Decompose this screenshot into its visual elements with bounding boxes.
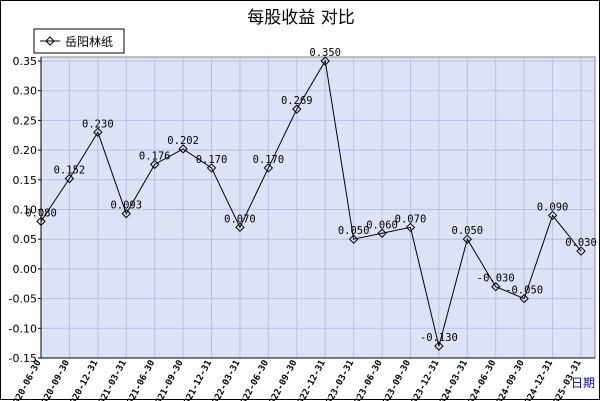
x-tick-label: 2021-12-31 (180, 359, 214, 401)
data-point-marker (320, 56, 330, 66)
x-tick-label: 2023-09-30 (379, 359, 413, 401)
data-point-marker (462, 234, 473, 244)
x-tick-label: 2021-09-30 (151, 359, 185, 401)
y-axis-ticks: -0.15 -0.10 -0.05 0.00 0.05 0.10 0.15 0.20 0.25 0… (9, 55, 41, 365)
x-tick-label: 2020-12-31 (66, 359, 100, 401)
series-lines (40, 59, 582, 347)
x-tick-label: 2024-12-31 (521, 359, 555, 401)
legend: 岳阳林纸 (33, 28, 125, 54)
plot-area (40, 56, 596, 359)
y-tick-label: -0.05 (9, 293, 37, 306)
data-point-label: 0.090 (537, 201, 569, 213)
y-tick-label: 0.25 (13, 114, 38, 127)
data-point-label: 0.170 (253, 154, 285, 166)
x-tick-label: 2022-06-30 (237, 359, 271, 401)
data-point-label: 0.060 (366, 219, 398, 231)
data-labels: 0.080 0.152 0.230 0.093 0.176 0.202 0.170 0.070… (25, 47, 597, 344)
y-tick-label: 0.05 (13, 233, 38, 246)
data-point-label: 0.070 (395, 213, 427, 225)
data-point-label: 0.170 (196, 154, 228, 166)
data-point-label: 0.030 (565, 237, 597, 249)
data-point-marker (348, 234, 359, 244)
chart-title: 每股收益 对比 (247, 8, 354, 28)
data-point-marker (235, 222, 245, 233)
data-point-label: 0.152 (54, 165, 86, 177)
x-tick-label: 2021-06-30 (123, 359, 157, 401)
x-tick-label: 2023-06-30 (350, 359, 384, 401)
y-tick-label: -0.15 (9, 352, 37, 365)
x-tick-label: 2023-12-31 (407, 359, 441, 401)
data-point-label: 0.070 (224, 213, 256, 225)
data-point-marker (121, 208, 131, 219)
data-point-label: 0.202 (167, 135, 199, 147)
legend-entry-label: 岳阳林纸 (65, 35, 113, 49)
y-tick-label: 0.15 (13, 174, 38, 187)
x-tick-label: 2020-06-30 (9, 359, 43, 401)
data-point-marker (434, 341, 444, 351)
x-tick-label: 2021-03-31 (95, 359, 129, 401)
data-point-marker (64, 173, 75, 184)
data-point-label: 0.093 (110, 200, 142, 212)
x-tick-label: 2024-09-30 (493, 359, 527, 401)
x-tick-label: 2022-12-31 (294, 359, 328, 401)
data-point-marker (491, 282, 501, 292)
x-tick-label: 2024-06-30 (464, 359, 498, 401)
data-point-marker (519, 293, 529, 304)
data-point-marker (547, 210, 558, 221)
x-tick-label: 2022-03-31 (208, 359, 242, 401)
x-tick-label: 2024-03-31 (436, 359, 470, 401)
data-point-label: 0.050 (338, 225, 370, 237)
data-point-marker (206, 163, 217, 173)
y-tick-label: 0.30 (13, 85, 38, 98)
data-point-label: 0.269 (281, 95, 313, 107)
data-point-marker (36, 216, 46, 227)
y-tick-label: -0.10 (9, 322, 37, 335)
data-point-label: -0.030 (477, 273, 515, 285)
data-point-label: 0.080 (25, 207, 57, 219)
data-point-marker (292, 104, 302, 114)
y-tick-label: 0.35 (13, 55, 38, 68)
data-point-marker (149, 159, 160, 170)
y-tick-label: 0.00 (13, 263, 38, 276)
series-markers (36, 56, 586, 351)
grid-lines (40, 57, 595, 359)
data-point-marker (93, 127, 103, 137)
legend-marker-icon (45, 36, 55, 46)
data-point-label: 0.050 (452, 225, 484, 237)
x-axis-ticks: 2020-06-302020-09-302020-12-312021-03-31… (9, 359, 583, 401)
x-tick-label: 2022-09-30 (265, 359, 299, 401)
data-point-marker (405, 222, 416, 233)
x-tick-label: 2023-03-31 (322, 359, 356, 401)
data-point-marker (576, 246, 586, 256)
x-tick-label: 2020-09-30 (38, 359, 72, 401)
y-tick-label: 0.10 (13, 204, 38, 217)
data-point-label: 0.350 (309, 47, 341, 59)
series-line (40, 59, 582, 347)
data-point-label: -0.130 (420, 332, 458, 344)
data-point-label: -0.050 (505, 285, 543, 297)
data-point-marker (263, 163, 274, 173)
data-point-marker (377, 228, 387, 238)
y-tick-label: 0.20 (13, 144, 38, 157)
data-point-label: 0.176 (139, 150, 171, 162)
data-point-marker (178, 144, 188, 154)
x-axis-unit-label: 日期 (571, 376, 595, 390)
data-point-label: 0.230 (82, 118, 114, 130)
